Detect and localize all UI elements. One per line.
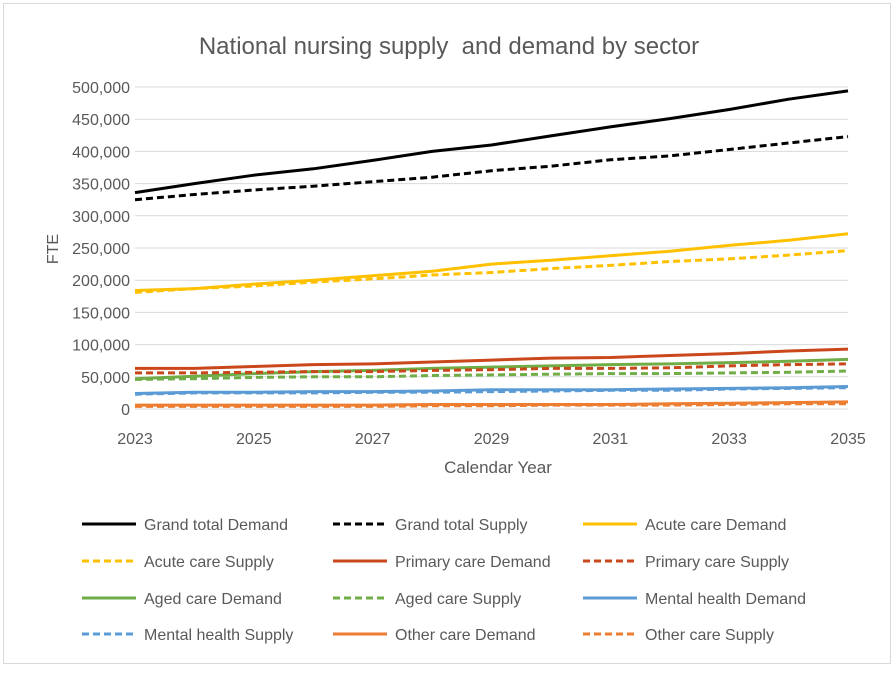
series-line-primary-care-supply [135,362,849,375]
legend-label: Grand total Demand [144,517,288,534]
y-tick-label: 50,000 [81,370,130,387]
legend-item: Mental health Demand [583,591,806,608]
series-line-aged-care-supply [134,369,849,381]
y-axis-label: FTE [45,234,62,264]
y-tick-label: 150,000 [72,305,130,322]
x-tick-label: 2033 [711,431,747,448]
legend-label: Primary care Supply [645,554,789,571]
x-tick-label: 2031 [593,431,629,448]
y-tick-label: 200,000 [72,273,130,290]
legend-item: Aged care Supply [333,591,521,608]
x-tick-label: 2025 [236,431,272,448]
series-line-other-care-demand [135,400,849,407]
legend-label: Mental health Demand [645,591,806,608]
series-line-acute-care-supply [134,249,849,294]
series-line-primary-care-demand [135,347,849,370]
series-line-acute-care-demand [134,232,849,292]
series-line-aged-care-demand [134,357,849,381]
legend-item: Aged care Demand [82,591,282,608]
legend-item: Other care Demand [333,627,536,644]
legend-label: Primary care Demand [395,554,551,571]
chart-title: National nursing supply and demand by se… [199,33,699,60]
y-tick-label: 350,000 [72,177,130,194]
y-tick-label: 0 [121,402,130,419]
x-tick-label: 2023 [117,431,153,448]
series-line-mental-health-demand [134,385,849,395]
legend-item: Mental health Supply [82,627,293,644]
legend-label: Aged care Supply [395,591,521,608]
x-tick-label: 2027 [355,431,391,448]
legend-item: Acute care Supply [82,554,274,571]
y-tick-label: 400,000 [72,144,130,161]
y-tick-label: 250,000 [72,241,130,258]
chart-frame [3,3,891,664]
series-line-grand-total-demand [134,89,849,195]
legend-label: Other care Demand [395,627,536,644]
legend: Grand total Demand Grand total Supply Acut… [82,517,806,644]
y-tick-label: 500,000 [72,80,130,97]
legend-label: Acute care Supply [144,554,274,571]
y-tick-label: 450,000 [72,112,130,129]
legend-item: Acute care Demand [583,517,786,534]
legend-label: Other care Supply [645,627,774,644]
legend-item: Primary care Demand [333,554,551,571]
legend-label: Grand total Supply [395,517,528,534]
legend-label: Aged care Demand [144,591,282,608]
x-tick-label: 2035 [830,431,866,448]
legend-item: Other care Supply [583,627,774,644]
y-tick-label: 300,000 [72,209,130,226]
legend-item: Grand total Supply [333,517,528,534]
y-tick-label: 100,000 [72,338,130,355]
legend-label: Acute care Demand [645,517,786,534]
legend-item: Grand total Demand [82,517,288,534]
legend-label: Mental health Supply [144,627,293,644]
x-tick-label: 2029 [474,431,510,448]
legend-item: Primary care Supply [583,554,789,571]
series-line-grand-total-supply [134,135,849,202]
x-axis-label: Calendar Year [444,458,552,477]
